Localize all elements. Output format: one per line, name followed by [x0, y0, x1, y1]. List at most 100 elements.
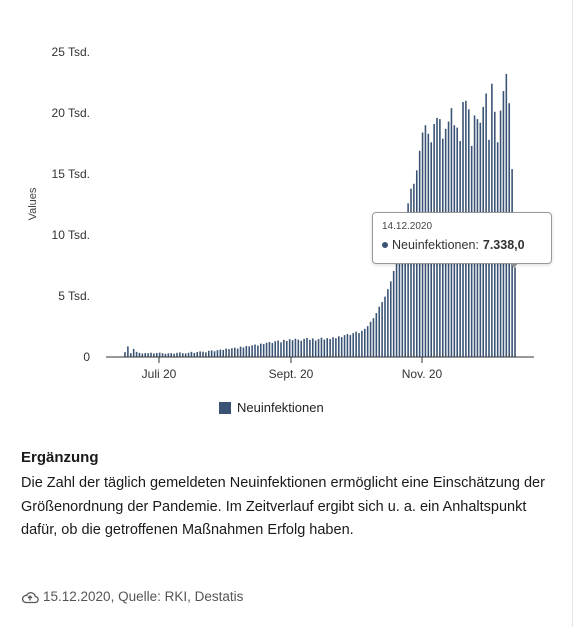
- bar[interactable]: [329, 338, 331, 357]
- bar[interactable]: [254, 344, 256, 357]
- bar[interactable]: [257, 345, 259, 357]
- bar[interactable]: [242, 347, 245, 357]
- bar[interactable]: [170, 353, 173, 357]
- bar[interactable]: [285, 341, 288, 357]
- bar[interactable]: [326, 338, 329, 357]
- bar[interactable]: [323, 339, 326, 357]
- bar[interactable]: [378, 306, 381, 357]
- bar[interactable]: [202, 351, 204, 357]
- bar[interactable]: [262, 344, 265, 357]
- bar[interactable]: [190, 351, 193, 357]
- bar[interactable]: [514, 267, 516, 357]
- bar[interactable]: [398, 247, 401, 357]
- bar[interactable]: [317, 339, 320, 357]
- bar[interactable]: [274, 341, 277, 357]
- bar[interactable]: [392, 270, 395, 357]
- bar[interactable]: [219, 349, 222, 357]
- bar[interactable]: [300, 340, 303, 357]
- bar[interactable]: [187, 352, 190, 357]
- bar[interactable]: [132, 348, 135, 357]
- bar[interactable]: [251, 345, 253, 357]
- bar[interactable]: [124, 352, 126, 357]
- bar[interactable]: [233, 347, 236, 357]
- bar[interactable]: [337, 336, 340, 357]
- bar[interactable]: [361, 330, 363, 357]
- chart-legend[interactable]: Neuinfektionen: [219, 400, 324, 415]
- bar[interactable]: [363, 328, 366, 357]
- bar[interactable]: [288, 339, 291, 357]
- bar[interactable]: [216, 350, 219, 357]
- bar[interactable]: [236, 348, 239, 357]
- bar[interactable]: [179, 352, 181, 357]
- bar[interactable]: [138, 352, 141, 357]
- bar[interactable]: [239, 346, 242, 357]
- bar[interactable]: [222, 349, 225, 357]
- bar[interactable]: [410, 188, 412, 357]
- bar[interactable]: [294, 338, 297, 357]
- bar[interactable]: [381, 302, 383, 357]
- bar[interactable]: [349, 335, 352, 357]
- bar[interactable]: [176, 352, 178, 357]
- bar[interactable]: [369, 321, 372, 357]
- bar[interactable]: [311, 338, 314, 357]
- bar[interactable]: [271, 342, 274, 357]
- bar[interactable]: [413, 183, 415, 357]
- bar[interactable]: [346, 334, 349, 357]
- bar[interactable]: [314, 340, 317, 357]
- bar[interactable]: [225, 348, 227, 357]
- bar[interactable]: [199, 351, 201, 357]
- bar[interactable]: [158, 352, 161, 357]
- bar[interactable]: [335, 338, 337, 357]
- bar[interactable]: [144, 353, 147, 357]
- bar[interactable]: [401, 232, 404, 357]
- bar[interactable]: [196, 352, 199, 357]
- bar[interactable]: [184, 353, 187, 357]
- bar[interactable]: [355, 331, 357, 357]
- bar[interactable]: [265, 342, 268, 357]
- bar[interactable]: [181, 353, 184, 357]
- bar[interactable]: [387, 289, 389, 357]
- bar[interactable]: [155, 352, 158, 357]
- bar[interactable]: [147, 353, 149, 357]
- bar[interactable]: [141, 353, 144, 357]
- bar[interactable]: [129, 353, 132, 357]
- bar[interactable]: [358, 333, 360, 357]
- bar[interactable]: [173, 353, 175, 357]
- bar[interactable]: [375, 313, 378, 357]
- bar[interactable]: [340, 337, 343, 357]
- bar[interactable]: [161, 353, 164, 357]
- bar[interactable]: [309, 339, 311, 357]
- bar[interactable]: [259, 343, 262, 357]
- bar[interactable]: [332, 337, 334, 357]
- bar[interactable]: [193, 352, 196, 357]
- bar[interactable]: [407, 203, 409, 357]
- bar[interactable]: [135, 351, 138, 357]
- bar[interactable]: [303, 338, 305, 357]
- bar[interactable]: [167, 353, 170, 357]
- bar[interactable]: [280, 342, 282, 357]
- bar[interactable]: [297, 339, 300, 357]
- bar[interactable]: [352, 333, 355, 357]
- bar[interactable]: [207, 350, 210, 357]
- bar[interactable]: [395, 260, 398, 357]
- bar[interactable]: [268, 341, 271, 357]
- bar[interactable]: [372, 318, 375, 357]
- bar[interactable]: [210, 350, 213, 357]
- bar[interactable]: [213, 351, 216, 357]
- bar[interactable]: [384, 296, 386, 357]
- bar[interactable]: [228, 349, 230, 357]
- bar[interactable]: [127, 346, 129, 357]
- bar[interactable]: [150, 352, 152, 357]
- bar[interactable]: [205, 352, 207, 357]
- bar[interactable]: [164, 353, 167, 357]
- bar[interactable]: [231, 348, 233, 357]
- bar[interactable]: [283, 339, 285, 357]
- bar[interactable]: [320, 337, 323, 357]
- bar[interactable]: [245, 346, 248, 357]
- bar[interactable]: [291, 340, 294, 357]
- bar[interactable]: [389, 281, 392, 357]
- bar[interactable]: [306, 337, 308, 357]
- bar[interactable]: [248, 346, 251, 357]
- bar[interactable]: [404, 217, 407, 357]
- bar[interactable]: [277, 340, 279, 357]
